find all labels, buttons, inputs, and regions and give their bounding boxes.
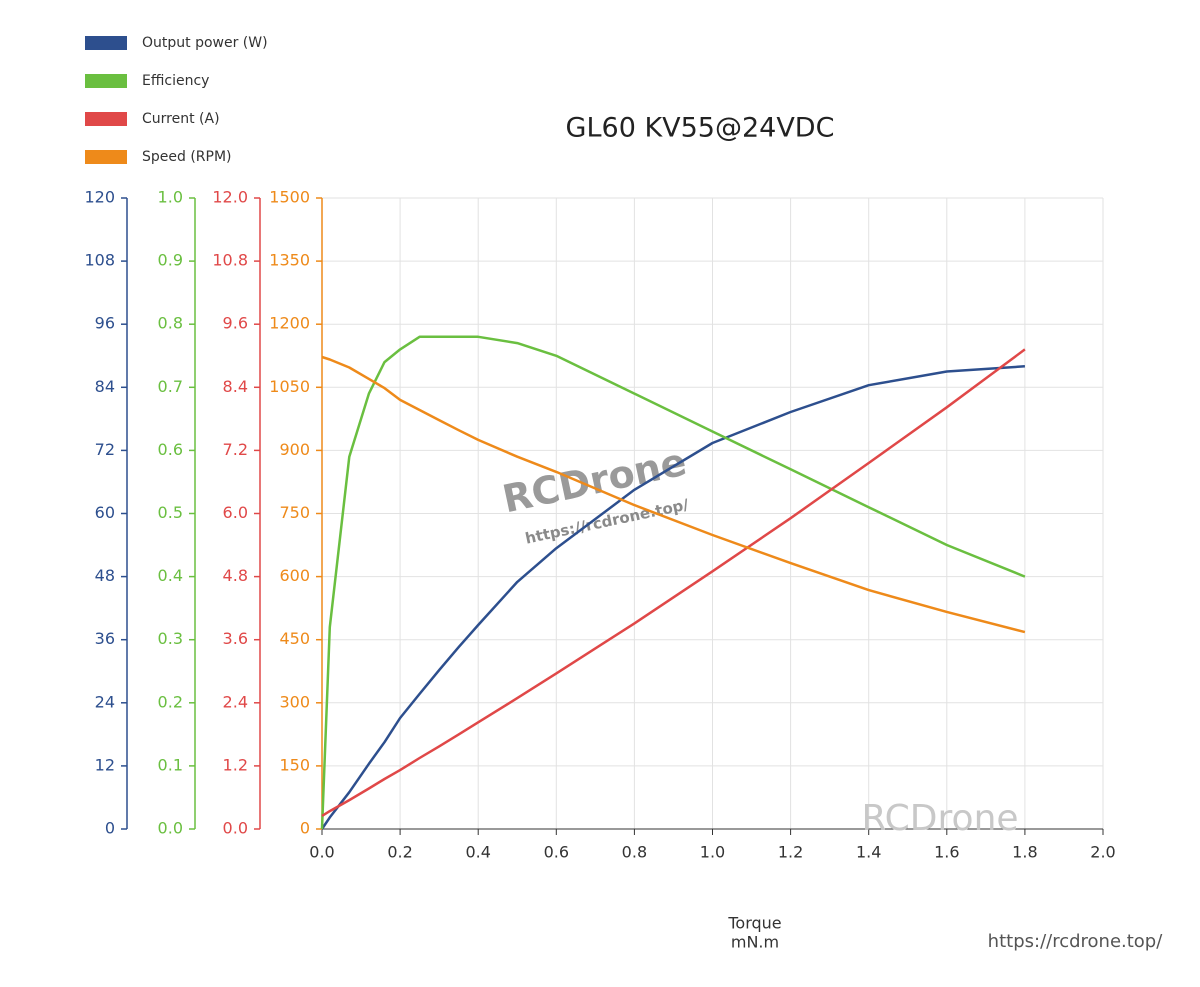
y-tick-label: 0.4 bbox=[158, 566, 183, 585]
y-tick-label: 96 bbox=[95, 314, 115, 333]
y-tick-label: 10.8 bbox=[212, 251, 248, 270]
y-tick-label: 0.0 bbox=[158, 819, 183, 838]
y-tick-label: 0.1 bbox=[158, 755, 183, 774]
series-line bbox=[320, 335, 1026, 830]
y-tick-label: 0 bbox=[105, 819, 115, 838]
x-tick-label: 2.0 bbox=[1090, 843, 1115, 862]
legend-swatch bbox=[85, 36, 127, 50]
watermark: https://rcdrone.top/ bbox=[988, 931, 1164, 952]
y-tick-label: 60 bbox=[95, 503, 115, 522]
y-tick-label: 750 bbox=[279, 503, 310, 522]
y-tick-label: 6.0 bbox=[223, 503, 248, 522]
series-line bbox=[320, 365, 1025, 830]
y-tick-label: 72 bbox=[95, 440, 115, 459]
y-tick-label: 84 bbox=[95, 377, 115, 396]
y-tick-label: 4.8 bbox=[223, 566, 248, 585]
y-tick-label: 3.6 bbox=[223, 629, 248, 648]
y-tick-label: 0.5 bbox=[158, 503, 183, 522]
y-tick-label: 0.2 bbox=[158, 692, 183, 711]
legend-swatch bbox=[85, 150, 127, 164]
legend-label: Current (A) bbox=[142, 111, 220, 127]
y-tick-label: 0.3 bbox=[158, 629, 183, 648]
x-tick-label: 1.4 bbox=[856, 843, 881, 862]
x-tick-label: 0.2 bbox=[387, 843, 412, 862]
x-tick-label: 1.0 bbox=[700, 843, 725, 862]
x-tick-label: 1.2 bbox=[778, 843, 803, 862]
x-tick-label: 1.8 bbox=[1012, 843, 1037, 862]
y-tick-label: 0.0 bbox=[223, 819, 248, 838]
y-tick-label: 9.6 bbox=[223, 314, 248, 333]
y-tick-label: 900 bbox=[279, 440, 310, 459]
y-tick-label: 12.0 bbox=[212, 188, 248, 207]
x-axis-unit: mN.m bbox=[731, 933, 779, 952]
chart-title: GL60 KV55@24VDC bbox=[566, 113, 835, 144]
y-tick-label: 0.8 bbox=[158, 314, 183, 333]
watermark: RCDrone bbox=[861, 798, 1018, 839]
y-tick-label: 1200 bbox=[269, 314, 310, 333]
y-tick-label: 1350 bbox=[269, 251, 310, 270]
y-tick-label: 1.2 bbox=[223, 755, 248, 774]
y-tick-label: 48 bbox=[95, 566, 115, 585]
y-tick-label: 1050 bbox=[269, 377, 310, 396]
y-tick-label: 7.2 bbox=[223, 440, 248, 459]
y-tick-label: 36 bbox=[95, 629, 115, 648]
y-tick-label: 0.7 bbox=[158, 377, 183, 396]
y-tick-label: 450 bbox=[279, 629, 310, 648]
y-tick-label: 0 bbox=[300, 819, 310, 838]
legend-label: Efficiency bbox=[142, 73, 209, 89]
x-axis-label: Torque bbox=[727, 914, 781, 933]
y-tick-label: 2.4 bbox=[223, 692, 248, 711]
x-tick-label: 0.6 bbox=[544, 843, 569, 862]
y-tick-label: 0.9 bbox=[158, 251, 183, 270]
y-tick-label: 12 bbox=[95, 755, 115, 774]
y-tick-label: 1.0 bbox=[158, 188, 183, 207]
series-line bbox=[321, 355, 1026, 634]
y-tick-label: 0.6 bbox=[158, 440, 183, 459]
y-tick-label: 300 bbox=[279, 692, 310, 711]
legend-label: Output power (W) bbox=[142, 35, 268, 51]
x-tick-label: 0.0 bbox=[309, 843, 334, 862]
y-tick-label: 8.4 bbox=[223, 377, 248, 396]
legend-swatch bbox=[85, 112, 127, 126]
x-tick-label: 0.4 bbox=[465, 843, 490, 862]
y-tick-label: 120 bbox=[84, 188, 115, 207]
y-tick-label: 600 bbox=[279, 566, 310, 585]
legend-label: Speed (RPM) bbox=[142, 149, 232, 165]
y-tick-label: 24 bbox=[95, 692, 115, 711]
x-tick-label: 0.8 bbox=[622, 843, 647, 862]
y-tick-label: 108 bbox=[84, 251, 115, 270]
x-tick-label: 1.6 bbox=[934, 843, 959, 862]
y-tick-label: 150 bbox=[279, 755, 310, 774]
series-line bbox=[321, 348, 1026, 817]
y-tick-label: 1500 bbox=[269, 188, 310, 207]
legend-swatch bbox=[85, 74, 127, 88]
